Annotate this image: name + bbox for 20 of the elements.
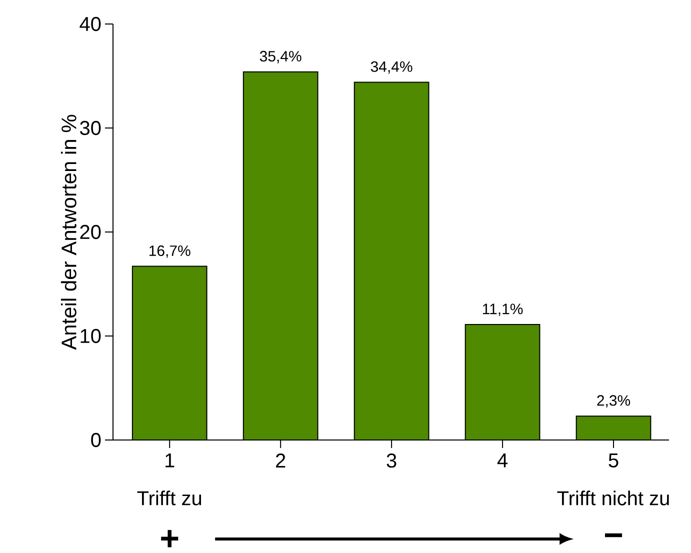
- data-label: 16,7%: [149, 245, 190, 258]
- y-axis-title: Anteil der Antworten in %: [60, 114, 76, 350]
- text: Trifft nicht zu: [557, 490, 669, 506]
- text: −: [604, 533, 622, 537]
- y-tick-label: 40: [80, 16, 101, 31]
- y-tick-label: 0: [91, 432, 101, 447]
- text: Trifft zu: [137, 490, 202, 506]
- data-label: 34,4%: [370, 61, 412, 74]
- text: +: [161, 530, 178, 548]
- x-tick-label: 5: [608, 453, 618, 468]
- y-tick-label: 10: [80, 328, 101, 343]
- x-tick-label: 3: [386, 453, 396, 468]
- x-tick-label: 2: [276, 453, 286, 468]
- y-tick-label: 30: [80, 120, 101, 135]
- data-label: 35,4%: [260, 50, 302, 64]
- x-tick-label: 1: [166, 453, 174, 468]
- y-tick-label: 20: [80, 224, 101, 239]
- data-label: 11,1%: [482, 304, 523, 316]
- x-tick-label: 4: [497, 453, 508, 468]
- data-label: 2,3%: [597, 395, 630, 408]
